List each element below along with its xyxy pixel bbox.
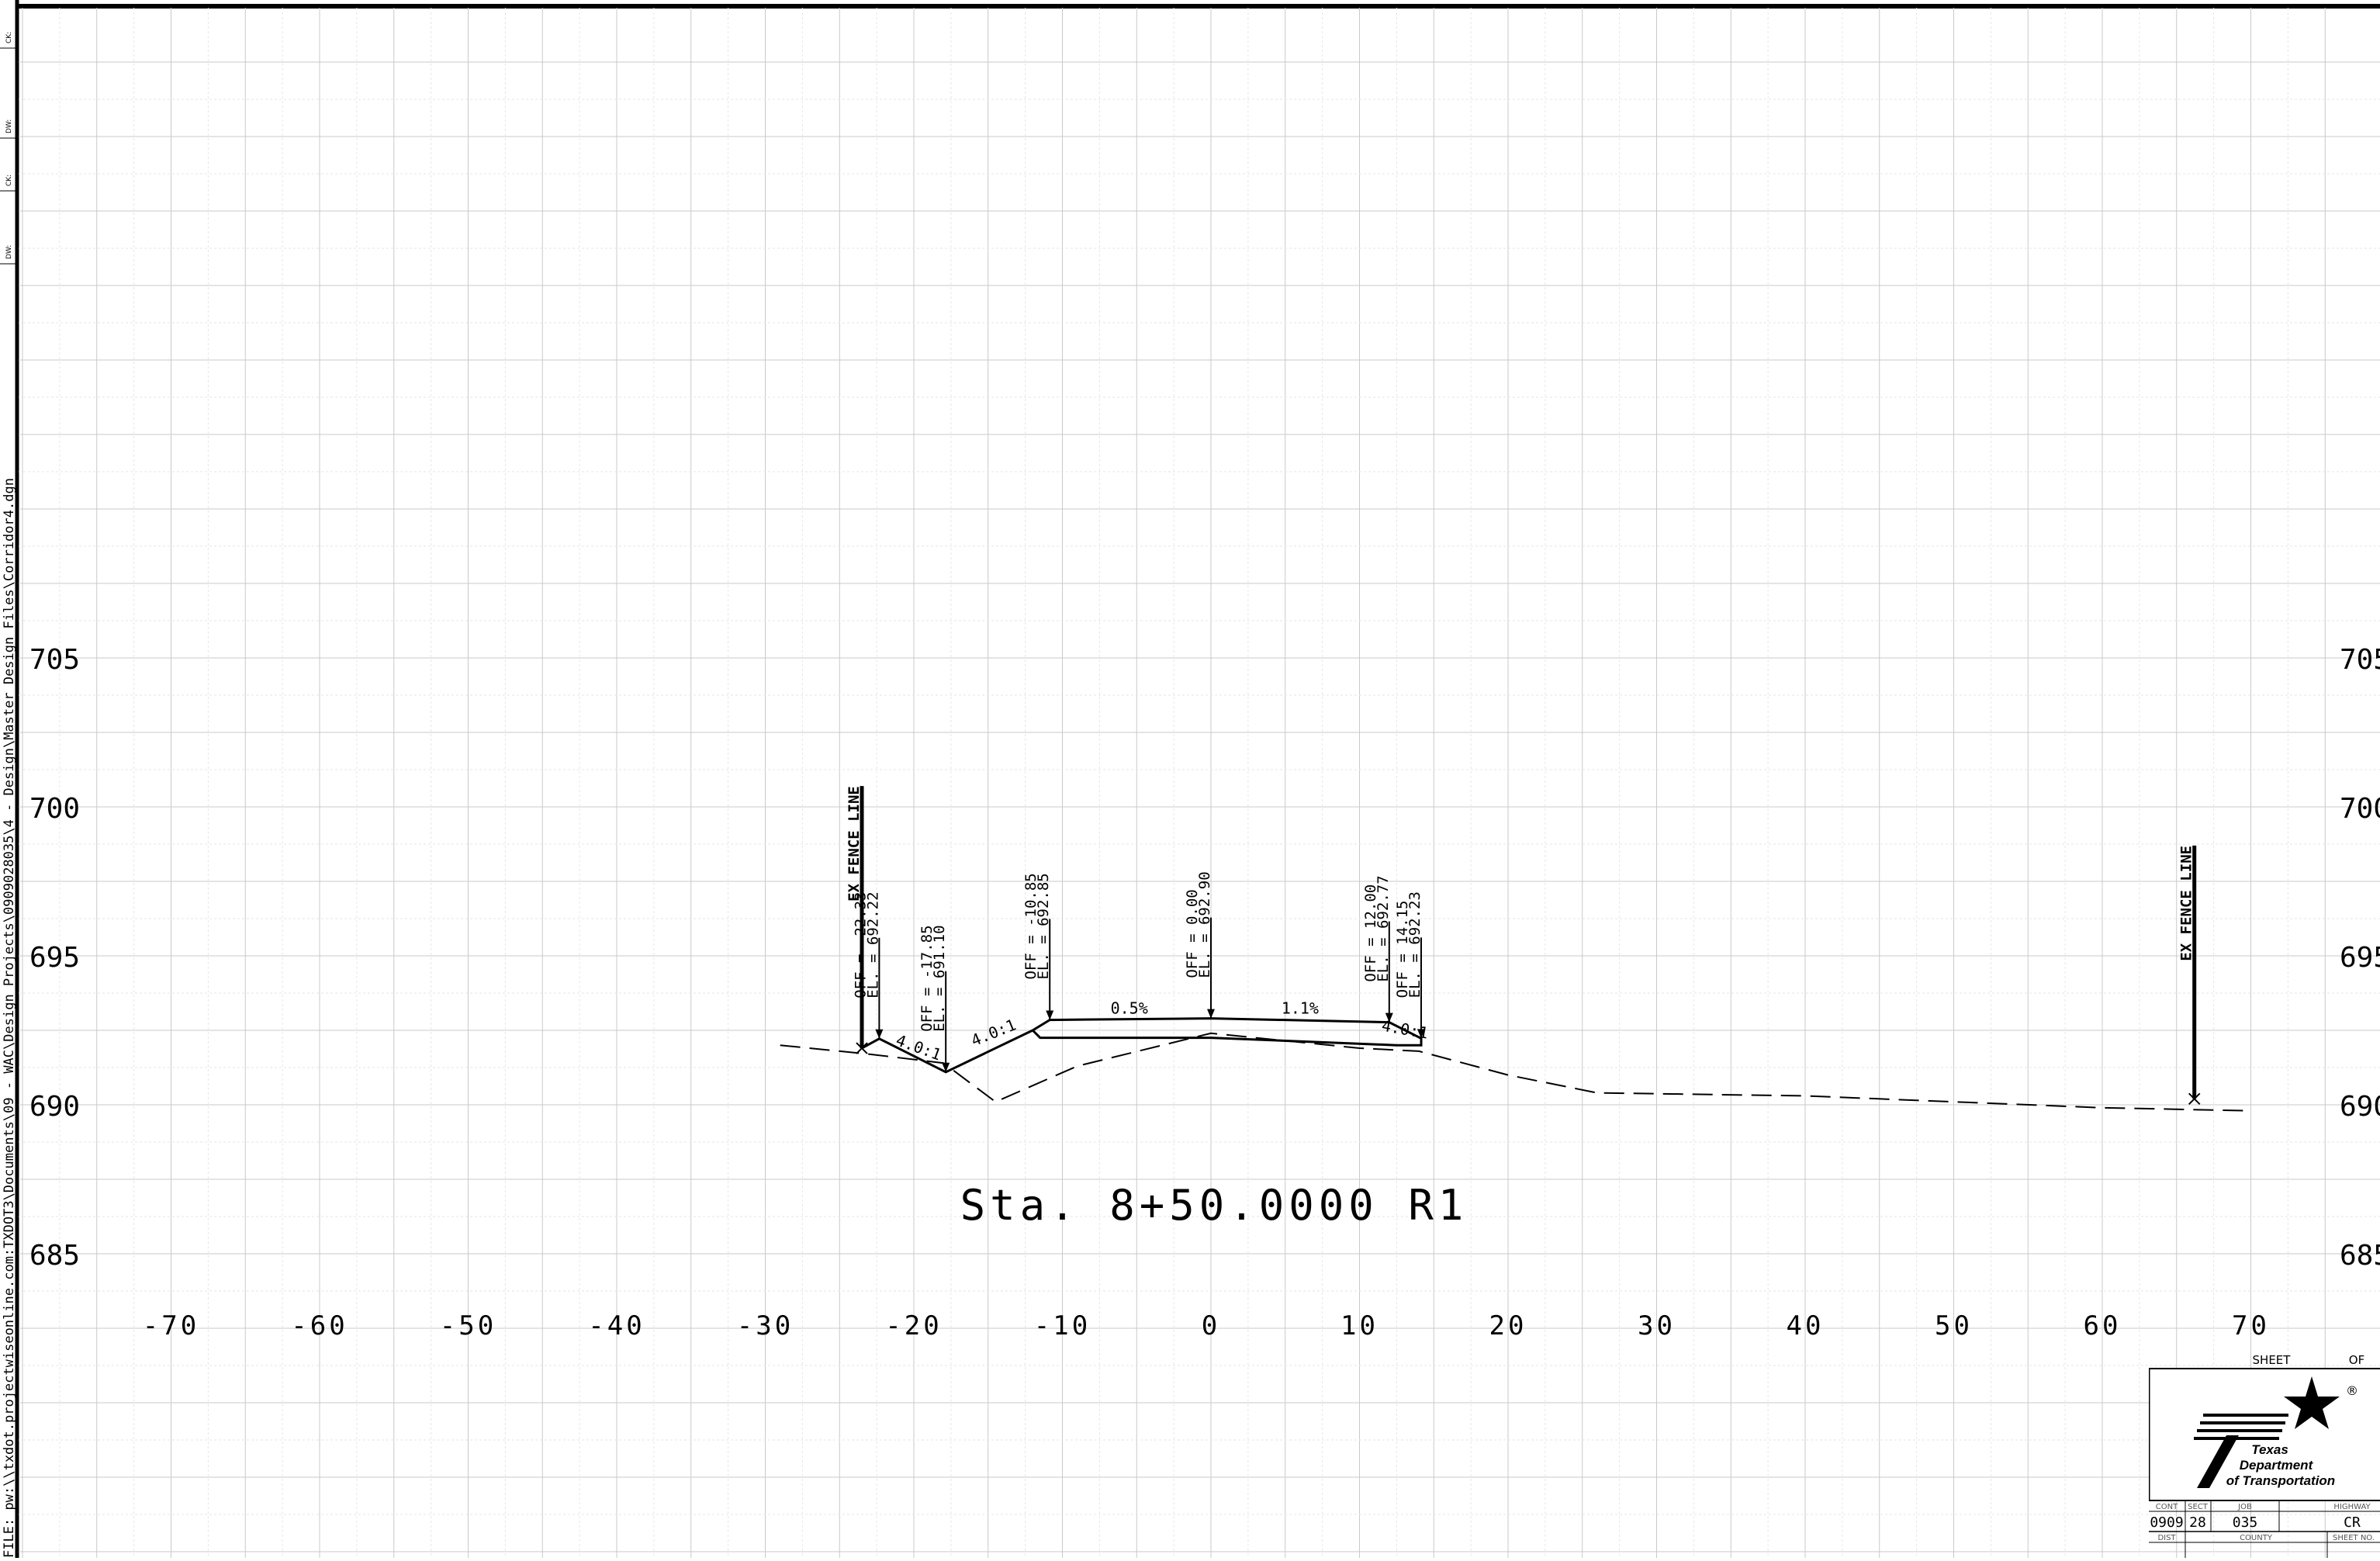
station-label: Sta. 8+50.0000 R1 xyxy=(960,1181,1468,1230)
title-block-frame: SHEET OF ® Texas Department of Transport… xyxy=(2149,1350,2380,1558)
file-path: FILE: pw:\\txdot.projectwiseonline.com:T… xyxy=(2,478,17,1558)
x-tick-label: -40 xyxy=(588,1310,645,1341)
agency-line-2: Department xyxy=(2240,1458,2314,1473)
sheet-label: SHEET xyxy=(2253,1353,2292,1367)
x-tick-label: 40 xyxy=(1787,1310,1825,1341)
header-sect: SECT xyxy=(2188,1503,2209,1511)
value-highway: CR xyxy=(2344,1514,2361,1531)
y-tick-label-left: 700 xyxy=(29,793,80,825)
slope-label: 0.5% xyxy=(1111,999,1148,1018)
leader-arrow xyxy=(1046,1011,1053,1020)
elevation-value: EL. = 692.22 xyxy=(864,891,881,998)
elevation-value: EL. = 692.90 xyxy=(1196,871,1213,978)
x-tick-label: -30 xyxy=(737,1310,794,1341)
margin-code: CK: xyxy=(5,175,13,186)
x-tick-label: 10 xyxy=(1340,1310,1379,1341)
value-cont: 0909 xyxy=(2150,1514,2183,1531)
x-tick-label: 20 xyxy=(1489,1310,1527,1341)
header-job: JOB xyxy=(2237,1503,2252,1511)
y-tick-label-left: 685 xyxy=(29,1240,80,1272)
slope-label: 4.0:1 xyxy=(968,1015,1019,1050)
x-tick-label: -10 xyxy=(1034,1310,1091,1341)
margin-code: DW: xyxy=(5,119,13,133)
x-tick-label: 0 xyxy=(1202,1310,1220,1341)
elevation-value: EL. = 692.23 xyxy=(1406,891,1424,998)
x-tick-label: -70 xyxy=(143,1310,199,1341)
margin-code: DW: xyxy=(5,245,13,259)
file-path-strip: CK: DW: CK: DW: FILE: pw:\\txdot.projectwis… xyxy=(0,0,19,1558)
x-tick-label: 30 xyxy=(1638,1310,1676,1341)
x-tick-label: 70 xyxy=(2232,1310,2270,1341)
y-tick-label-left: 690 xyxy=(29,1091,80,1123)
header-sheet-no: SHEET NO. xyxy=(2333,1534,2375,1542)
x-tick-label: -50 xyxy=(440,1310,496,1341)
value-job: 035 xyxy=(2233,1514,2258,1531)
agency-line-3: of Transportation xyxy=(2226,1473,2335,1488)
header-cont: CONT xyxy=(2156,1503,2178,1511)
y-tick-label-right: 705 xyxy=(2340,644,2380,676)
of-label: OF xyxy=(2349,1353,2364,1367)
header-dist: DIST xyxy=(2157,1534,2176,1542)
margin-code: CK: xyxy=(5,32,13,43)
y-tick-label-right: 700 xyxy=(2340,793,2380,825)
y-tick-label-right: 685 xyxy=(2340,1240,2380,1272)
y-tick-label-left: 695 xyxy=(29,942,80,974)
elevation-value: EL. = 691.10 xyxy=(931,925,948,1031)
registered-mark: ® xyxy=(2346,1383,2358,1398)
elevation-value: EL. = 692.85 xyxy=(1035,873,1052,979)
header-county: COUNTY xyxy=(2240,1534,2273,1542)
title-block: SHEET OF ® Texas Department of Transport… xyxy=(2149,1350,2380,1558)
x-tick-label: 50 xyxy=(1935,1310,1973,1341)
elevation-value: EL. = 692.77 xyxy=(1375,875,1392,981)
grid xyxy=(19,8,2380,1558)
leader-arrow xyxy=(1207,1009,1215,1019)
value-sect: 28 xyxy=(2189,1514,2206,1531)
y-tick-label-right: 690 xyxy=(2340,1091,2380,1123)
header-highway: HIGHWAY xyxy=(2333,1503,2371,1511)
fence-line-label: EX FENCE LINE xyxy=(846,786,863,902)
x-tick-label: 60 xyxy=(2084,1310,2122,1341)
x-tick-label: -20 xyxy=(885,1310,942,1341)
agency-line-1: Texas xyxy=(2251,1442,2288,1457)
x-tick-label: -60 xyxy=(291,1310,348,1341)
slope-label: 1.1% xyxy=(1282,999,1319,1018)
fence-line-label: EX FENCE LINE xyxy=(2178,846,2195,961)
y-tick-label-left: 705 xyxy=(29,644,80,676)
y-tick-label-right: 695 xyxy=(2340,942,2380,974)
